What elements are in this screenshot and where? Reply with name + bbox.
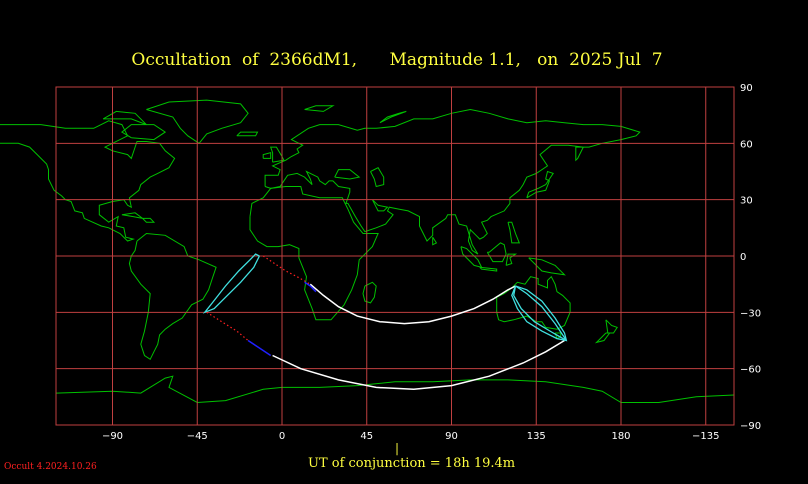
coastline-antarctica: [55, 375, 735, 404]
longitude-label: 135: [527, 431, 546, 442]
longitude-label: 90: [445, 431, 458, 442]
twilight-north: [304, 281, 317, 293]
coastline-philippines: [507, 221, 521, 244]
daylight-north-dotted: [262, 255, 311, 285]
coastline-java: [479, 266, 498, 272]
twilight-south: [247, 339, 272, 357]
coastline-sri-lanka: [432, 236, 438, 246]
latitude-label: 90: [740, 83, 753, 94]
graticule-grid: [55, 86, 735, 426]
longitude-label: 180: [611, 431, 630, 442]
coastline-eurasia: [264, 108, 641, 255]
coastline-iceland: [236, 131, 259, 137]
latitude-label: 30: [740, 196, 753, 207]
coastline-new-guinea: [528, 257, 566, 276]
occultation-track-layer: [202, 253, 568, 391]
latitude-label: 60: [740, 139, 753, 150]
longitude-label: −135: [692, 431, 719, 442]
coastline-great-britain: [270, 146, 285, 163]
longitude-label: 0: [279, 431, 285, 442]
central-line-south-segment: [272, 339, 565, 391]
coastline-baffin-island: [121, 124, 167, 141]
conjunction-time: UT of conjunction = 18h 19.4m: [308, 456, 516, 471]
coastline-arabian-gulf: [371, 199, 389, 212]
coastline-svalbard: [304, 105, 335, 112]
coastline-new-zealand: [605, 319, 618, 334]
coastline-layer: [0, 99, 735, 404]
east-limit-loop: [511, 285, 568, 342]
central-line-north-segment: [309, 283, 516, 325]
coastline-africa: [249, 186, 379, 321]
coastline-north-america: [0, 120, 176, 242]
longitude-labels: −90 −45 0 45 90 135 180 −135: [102, 431, 720, 442]
latitude-label: −30: [740, 308, 761, 319]
west-limit-loop: [202, 253, 260, 314]
coastline-canadian-arctic-islands: [102, 110, 147, 126]
latitude-labels: 90 60 30 0 −30 −60 −90: [740, 83, 761, 432]
coastline-black-sea: [334, 169, 361, 180]
coastline-novaya-zemlya: [379, 110, 407, 124]
coastline-madagascar: [362, 281, 377, 304]
daylight-south-dotted: [206, 311, 249, 341]
coastline-hispaniola: [142, 217, 156, 223]
coastline-sumatra: [460, 246, 483, 269]
coastline-south-america: [128, 232, 217, 361]
coastline-caspian-sea: [370, 167, 385, 188]
map-title: Occultation of 2366dM1, Magnitude 1.1, o…: [131, 50, 663, 70]
coastline-japan: [526, 170, 554, 199]
latitude-label: −90: [740, 421, 761, 432]
software-version: Occult 4.2024.10.26: [4, 462, 97, 472]
latitude-label: −60: [740, 365, 761, 376]
coastline-cuba: [121, 212, 143, 219]
longitude-label: 45: [360, 431, 373, 442]
east-limit-inner: [513, 285, 567, 342]
coastline-greenland: [146, 99, 249, 144]
latitude-label: 0: [740, 252, 746, 263]
coastline-australia: [496, 275, 571, 330]
longitude-label: −90: [102, 431, 123, 442]
coastline-new-zealand-south: [594, 332, 611, 344]
conjunction-marker: |: [395, 441, 400, 455]
coastline-borneo: [486, 242, 507, 263]
longitude-label: −45: [187, 431, 208, 442]
coastline-ireland: [262, 152, 272, 159]
